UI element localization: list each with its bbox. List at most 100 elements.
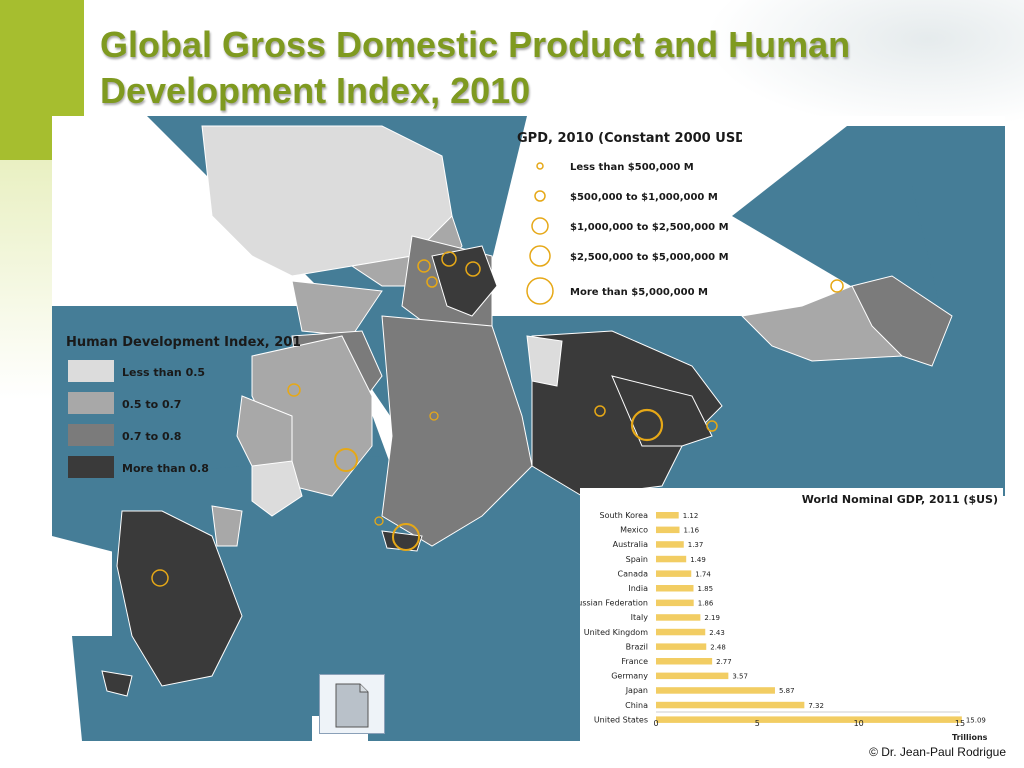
category-label: Mexico [620, 526, 648, 535]
value-label: 1.49 [690, 556, 706, 564]
bar [656, 570, 692, 577]
bar [656, 585, 694, 592]
ocean-pacific-west [912, 186, 1005, 316]
gdp-circle-brazil [830, 279, 844, 293]
gdp-legend-item: $2,500,000 to $5,000,000 M [529, 245, 729, 267]
category-label: Russian Federation [580, 599, 648, 608]
gdp-legend-title: GPD, 2010 (Constant 2000 USD) [517, 131, 742, 146]
hdi-legend: Human Development Index, 2010 Less than … [66, 335, 300, 478]
gdp-legend-circle [529, 245, 551, 267]
hdi-legend-swatch [68, 360, 114, 382]
value-label: 1.86 [698, 600, 714, 608]
gdp-circle-japan [392, 523, 420, 551]
category-label: United Kingdom [584, 628, 648, 637]
gdp-legend-label: $1,000,000 to $2,500,000 M [570, 222, 729, 233]
gdp-legend-item: Less than $500,000 M [536, 162, 694, 173]
gdp-legend-circle [534, 190, 546, 202]
bar [656, 687, 775, 694]
gdp-circle-uk [465, 261, 481, 277]
hdi-legend-swatch [68, 392, 114, 414]
gdp-legend-label: More than $5,000,000 M [570, 287, 708, 298]
hdi-legend-item: More than 0.8 [68, 456, 209, 478]
hdi-legend-item: 0.5 to 0.7 [68, 392, 181, 414]
western-europe [431, 245, 498, 317]
world-map-figure: GPD, 2010 (Constant 2000 USD) Less than … [52, 116, 1005, 741]
file-icon [335, 683, 369, 728]
value-label: 3.57 [732, 673, 748, 681]
background-texture [704, 0, 1024, 130]
value-label: 2.48 [710, 643, 726, 651]
document-icon[interactable] [319, 674, 385, 734]
value-label: 15.09 [966, 716, 986, 724]
gdp-circle-mexico [706, 420, 718, 432]
category-label: Japan [625, 686, 648, 695]
value-label: 1.16 [684, 527, 700, 535]
australia [116, 510, 243, 687]
new-zealand [101, 670, 133, 697]
gdp-circle-italy [426, 276, 438, 288]
category-label: Spain [626, 555, 648, 564]
category-label: Canada [618, 569, 649, 578]
gdp-legend-label: $2,500,000 to $5,000,000 M [570, 252, 729, 263]
value-label: 2.19 [704, 614, 720, 622]
category-label: United States [594, 715, 648, 724]
japan [381, 530, 423, 552]
bar [656, 599, 694, 607]
hdi-legend-swatch [68, 456, 114, 478]
value-label: 2.77 [716, 658, 732, 666]
hdi-legend-title: Human Development Index, 2010 [66, 335, 300, 350]
category-label: France [621, 657, 648, 666]
gdp-circle-china [334, 448, 358, 472]
gdp-legend-item: $1,000,000 to $2,500,000 M [531, 217, 729, 235]
gdp-circle-india [287, 383, 301, 397]
value-label: 2.43 [709, 629, 725, 637]
value-label: 7.32 [808, 702, 824, 710]
bar [656, 526, 680, 534]
southeast-asia [251, 460, 303, 517]
x-tick-label: 10 [854, 719, 864, 728]
gdp-legend-circle [531, 217, 549, 235]
gdp-circle-germany [441, 251, 457, 267]
bar [656, 672, 729, 680]
gdp-legend-item: $500,000 to $1,000,000 M [534, 190, 718, 203]
copyright-notice: © Dr. Jean-Paul Rodrigue [869, 745, 1006, 759]
north-america-usa [611, 375, 713, 447]
hdi-legend-label: 0.7 to 0.8 [122, 430, 181, 443]
bar [656, 512, 679, 519]
gdp-legend-circle [526, 277, 554, 305]
category-label: Italy [631, 613, 649, 622]
gdp-circle-usa [630, 408, 664, 442]
category-label: Germany [611, 672, 648, 681]
gdp-circle-canada [594, 405, 606, 417]
bar [656, 541, 684, 548]
bar [656, 658, 713, 665]
south-america-east [851, 275, 953, 367]
bar [656, 701, 805, 709]
dymaxion-map [52, 116, 1005, 741]
x-tick-label: 15 [955, 719, 965, 728]
bar [656, 716, 962, 723]
gdp-legend-circle [536, 162, 544, 170]
value-label: 1.85 [697, 585, 713, 593]
hdi-legend-label: 0.5 to 0.7 [122, 398, 181, 411]
bar [656, 555, 687, 563]
slide-title: Global Gross Domestic Product and Human … [100, 24, 851, 111]
landmasses [101, 125, 953, 697]
indonesia [211, 505, 243, 547]
bar [656, 614, 701, 621]
gdp-legend-label: Less than $500,000 M [570, 162, 694, 173]
hdi-legend-label: Less than 0.5 [122, 366, 205, 379]
value-label: 5.87 [779, 687, 795, 695]
category-label: China [625, 701, 648, 710]
greenland [526, 335, 563, 387]
russia [381, 315, 533, 547]
gdp-legend: GPD, 2010 (Constant 2000 USD) Less than … [517, 131, 742, 305]
gdp-bar-chart: World Nominal GDP, 2011 ($US) South Kore… [580, 488, 1003, 741]
hdi-legend-swatch [68, 424, 114, 446]
bar [656, 628, 706, 636]
category-label: India [628, 584, 648, 593]
gdp-circle-france [417, 259, 431, 273]
x-tick-label: 0 [653, 719, 658, 728]
gdp-circles [151, 251, 844, 587]
x-tick-label: 5 [755, 719, 760, 728]
